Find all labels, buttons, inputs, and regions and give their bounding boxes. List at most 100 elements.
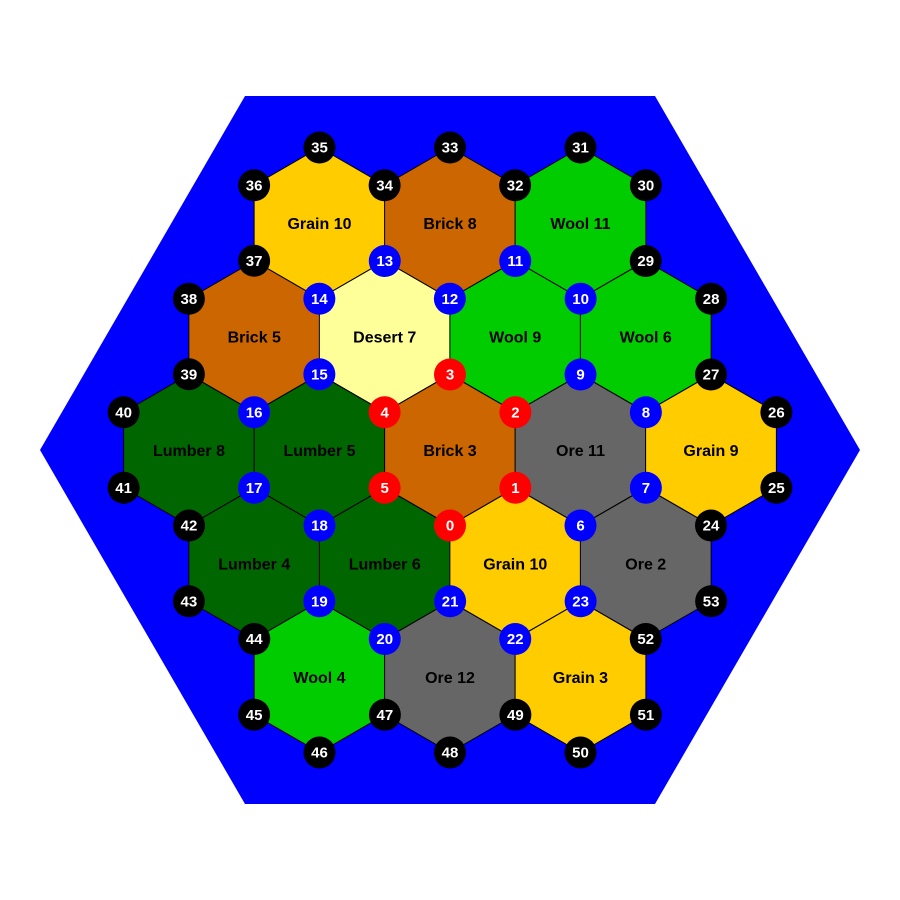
node-40[interactable]: 40 — [107, 396, 140, 429]
node-marker — [368, 623, 401, 655]
node-9[interactable]: 9 — [564, 358, 597, 391]
node-26[interactable]: 26 — [760, 396, 793, 429]
node-45[interactable]: 45 — [238, 698, 271, 731]
node-number: 38 — [181, 291, 198, 308]
node-41[interactable]: 41 — [107, 471, 140, 504]
node-marker — [629, 245, 662, 277]
node-0[interactable]: 0 — [434, 509, 466, 542]
node-number: 50 — [572, 745, 589, 762]
node-5[interactable]: 5 — [368, 471, 401, 504]
node-4[interactable]: 4 — [368, 396, 401, 429]
node-15[interactable]: 15 — [303, 358, 336, 391]
node-1[interactable]: 1 — [499, 471, 532, 504]
node-24[interactable]: 24 — [695, 509, 727, 542]
node-number: 51 — [638, 707, 655, 724]
node-marker — [760, 471, 793, 504]
node-number: 35 — [311, 140, 328, 157]
node-52[interactable]: 52 — [629, 623, 662, 655]
node-38[interactable]: 38 — [172, 282, 205, 315]
tile-label: Brick 3 — [423, 443, 476, 460]
node-marker — [107, 396, 140, 429]
node-6[interactable]: 6 — [564, 509, 597, 542]
node-number: 7 — [642, 480, 650, 497]
tile-label: Wool 9 — [489, 330, 541, 347]
node-48[interactable]: 48 — [434, 736, 466, 769]
node-13[interactable]: 13 — [368, 245, 401, 277]
node-marker — [238, 623, 271, 655]
tiles-layer — [123, 146, 777, 754]
node-marker — [172, 585, 205, 618]
node-marker — [303, 585, 336, 618]
node-number: 32 — [507, 177, 524, 194]
node-marker — [434, 358, 466, 391]
node-7[interactable]: 7 — [629, 471, 662, 504]
node-29[interactable]: 29 — [629, 245, 662, 277]
node-30[interactable]: 30 — [629, 169, 662, 202]
node-marker — [434, 131, 466, 164]
node-12[interactable]: 12 — [433, 282, 466, 315]
node-marker — [238, 396, 271, 429]
node-35[interactable]: 35 — [303, 131, 336, 164]
tile-label: Grain 3 — [553, 670, 608, 687]
node-16[interactable]: 16 — [238, 396, 271, 429]
node-14[interactable]: 14 — [303, 282, 336, 315]
node-number: 40 — [115, 404, 132, 421]
node-marker — [368, 698, 401, 731]
node-marker — [238, 471, 271, 504]
node-3[interactable]: 3 — [434, 358, 466, 391]
tile-label: Wool 4 — [293, 670, 345, 687]
node-10[interactable]: 10 — [564, 282, 597, 315]
node-marker — [499, 396, 532, 429]
node-49[interactable]: 49 — [499, 698, 532, 731]
node-42[interactable]: 42 — [173, 509, 205, 542]
node-number: 34 — [376, 177, 393, 194]
node-39[interactable]: 39 — [172, 358, 205, 391]
node-31[interactable]: 31 — [564, 131, 597, 164]
node-number: 22 — [507, 631, 524, 648]
node-33[interactable]: 33 — [434, 131, 466, 164]
node-number: 12 — [442, 291, 459, 308]
node-18[interactable]: 18 — [303, 509, 336, 542]
node-number: 16 — [246, 404, 263, 421]
node-37[interactable]: 37 — [238, 244, 271, 277]
node-marker — [368, 245, 401, 277]
node-21[interactable]: 21 — [434, 585, 467, 618]
node-number: 49 — [507, 707, 524, 724]
node-25[interactable]: 25 — [760, 471, 793, 504]
node-marker — [173, 509, 205, 542]
node-marker — [368, 169, 401, 202]
node-50[interactable]: 50 — [564, 736, 597, 769]
node-marker — [499, 245, 532, 277]
node-22[interactable]: 22 — [499, 623, 532, 655]
node-51[interactable]: 51 — [629, 698, 662, 731]
node-number: 33 — [442, 140, 459, 157]
node-11[interactable]: 11 — [499, 245, 532, 277]
node-number: 1 — [511, 480, 519, 497]
node-43[interactable]: 43 — [172, 585, 205, 618]
node-2[interactable]: 2 — [499, 396, 532, 429]
tile-label: Lumber 4 — [218, 557, 290, 574]
node-number: 53 — [703, 593, 720, 610]
node-32[interactable]: 32 — [499, 169, 532, 202]
node-53[interactable]: 53 — [695, 585, 728, 618]
tile-label: Lumber 8 — [153, 443, 225, 460]
node-number: 46 — [311, 745, 328, 762]
tile-label: Ore 11 — [556, 443, 605, 460]
node-47[interactable]: 47 — [368, 698, 401, 731]
node-27[interactable]: 27 — [695, 358, 727, 391]
node-20[interactable]: 20 — [368, 623, 401, 655]
node-23[interactable]: 23 — [564, 585, 597, 618]
node-28[interactable]: 28 — [695, 282, 728, 315]
node-marker — [564, 509, 597, 542]
node-marker — [434, 736, 466, 769]
node-19[interactable]: 19 — [303, 585, 336, 618]
node-44[interactable]: 44 — [238, 623, 271, 655]
node-17[interactable]: 17 — [238, 471, 271, 504]
node-number: 36 — [246, 177, 263, 194]
tile-label: Wool 6 — [620, 330, 672, 347]
node-36[interactable]: 36 — [238, 169, 271, 202]
node-34[interactable]: 34 — [368, 169, 401, 202]
node-8[interactable]: 8 — [629, 396, 662, 429]
node-46[interactable]: 46 — [303, 736, 336, 769]
node-number: 10 — [572, 291, 589, 308]
